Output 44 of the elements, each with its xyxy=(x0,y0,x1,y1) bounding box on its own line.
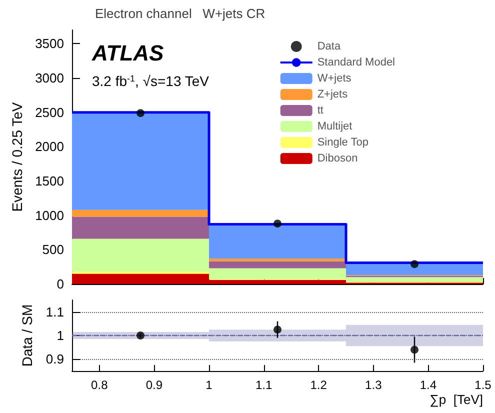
x-tick-label: 1.1 xyxy=(255,378,272,392)
legend-label: Standard Model xyxy=(317,56,396,68)
point xyxy=(410,346,418,354)
legend-label: W+jets xyxy=(317,72,352,84)
legend-label: Data xyxy=(317,40,342,52)
point xyxy=(274,326,282,334)
x-tick-label: 1.5 xyxy=(474,378,492,392)
chart-title: Electron channel W+jets CR xyxy=(95,6,266,21)
y-tick-label: 1500 xyxy=(35,174,64,189)
point xyxy=(274,220,282,228)
y-tick-label: 1 xyxy=(56,328,64,343)
y-tick-label: 0 xyxy=(56,276,64,292)
y-tick-label: 500 xyxy=(42,242,64,258)
x-tick-label: 1.2 xyxy=(310,378,328,392)
legend-label: tt xyxy=(317,104,324,116)
y-tick-label: 1.1 xyxy=(46,304,64,320)
bar xyxy=(209,258,346,262)
bar xyxy=(72,210,209,217)
y-tick-label: 2500 xyxy=(35,104,64,120)
y-tick-label: 2000 xyxy=(35,139,64,154)
legend-label: Single Top xyxy=(317,136,369,148)
bar xyxy=(209,224,346,259)
x-tick-label: 1.3 xyxy=(365,378,382,392)
x-axis-title: ∑p [TeV] xyxy=(430,392,483,407)
legend-label: Diboson xyxy=(317,152,358,164)
x-tick-label: 0.9 xyxy=(146,378,163,392)
bar xyxy=(209,261,346,268)
point xyxy=(410,260,418,268)
legend-label: Z+jets xyxy=(317,88,348,100)
point xyxy=(136,332,144,340)
y-tick-label: 0.9 xyxy=(46,352,64,367)
annotation: ATLAS xyxy=(91,40,164,66)
y-tick-label: 1000 xyxy=(35,208,64,223)
x-tick-label: 1 xyxy=(206,378,213,392)
y-axis-title: Events / 0.25 TeV xyxy=(9,102,25,212)
point xyxy=(136,109,144,118)
bar xyxy=(72,112,209,210)
y-tick-label: 3500 xyxy=(35,36,64,52)
bar xyxy=(72,216,209,239)
y-tick-label: 3000 xyxy=(35,70,64,86)
y-axis-title: Data / SM xyxy=(19,304,35,367)
x-tick-label: 1.4 xyxy=(420,378,437,392)
legend-label: Multijet xyxy=(317,120,352,132)
x-tick-label: 0.8 xyxy=(91,378,108,392)
